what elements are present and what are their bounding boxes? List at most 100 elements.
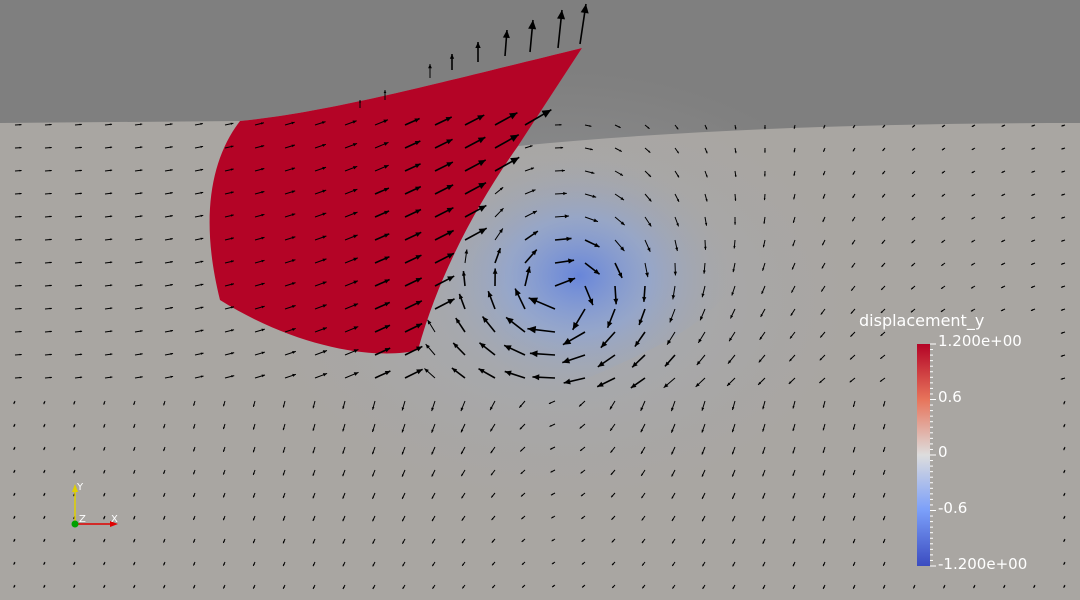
arrow-glyph-icon — [133, 540, 136, 543]
arrow-glyph-icon — [1061, 216, 1064, 219]
arrow-glyph-icon — [478, 368, 485, 374]
arrow-glyph-icon — [446, 207, 454, 213]
arrow-glyph-icon — [911, 264, 914, 267]
arrow-glyph-icon — [581, 562, 585, 565]
arrow-glyph-icon — [702, 496, 704, 499]
arrow-glyph-icon — [852, 172, 855, 175]
arrow-glyph-icon — [792, 451, 795, 454]
arrow-glyph-icon — [79, 376, 83, 379]
arrow-glyph-icon — [591, 171, 595, 174]
arrow-glyph-icon — [322, 350, 327, 354]
arrow-glyph-icon — [193, 586, 196, 589]
arrow-glyph-icon — [372, 541, 375, 544]
arrow-glyph-icon — [611, 495, 614, 498]
arrow-glyph-icon — [282, 427, 285, 431]
arrow-glyph-icon — [424, 368, 429, 373]
arrow-glyph-icon — [415, 232, 422, 237]
arrow-glyph-icon — [521, 494, 524, 497]
arrow-glyph-icon — [672, 563, 675, 566]
arrow-glyph-icon — [253, 404, 255, 407]
arrow-glyph-icon — [1001, 124, 1004, 127]
arrow-glyph-icon — [734, 127, 737, 130]
arrow-glyph-icon — [727, 382, 731, 386]
arrow-glyph-icon — [170, 192, 173, 195]
arrow-glyph-icon — [109, 353, 113, 356]
axis-x-label: X — [111, 514, 118, 525]
arrow-glyph-icon — [230, 168, 234, 171]
colorbar-tick-label: -0.6 — [938, 499, 968, 517]
arrow-glyph-icon — [823, 196, 825, 199]
arrow-glyph-icon — [432, 586, 435, 589]
arrow-glyph-icon — [705, 198, 708, 202]
arrow-glyph-icon — [342, 473, 345, 477]
colorbar-gradient — [917, 344, 930, 566]
arrow-glyph-icon — [431, 429, 434, 433]
arrow-glyph-icon — [79, 284, 83, 287]
arrow-glyph-icon — [1001, 263, 1004, 265]
arrow-glyph-icon — [223, 495, 225, 498]
arrow-glyph-icon — [43, 424, 46, 428]
arrow-glyph-icon — [431, 496, 434, 499]
arrow-glyph-icon — [730, 315, 734, 319]
arrow-glyph-icon — [322, 258, 327, 262]
arrow-glyph-icon — [594, 242, 600, 247]
arrow-glyph-icon — [109, 146, 113, 149]
arrow-glyph-icon — [727, 360, 732, 364]
arrow-glyph-icon — [911, 218, 914, 221]
arrow-glyph-icon — [353, 303, 359, 308]
arrow-glyph-icon — [291, 144, 295, 148]
arrow-glyph-icon — [342, 586, 345, 589]
arrow-glyph-icon — [971, 148, 974, 150]
colorbar-tick-label: 0.6 — [938, 388, 962, 406]
arrow-glyph-icon — [566, 236, 572, 242]
arrow-glyph-icon — [911, 194, 915, 197]
arrow-glyph-icon — [676, 151, 679, 154]
arrow-glyph-icon — [760, 313, 764, 317]
arrow-glyph-icon — [551, 539, 554, 542]
arrow-glyph-icon — [230, 237, 234, 240]
arrow-glyph-icon — [1001, 147, 1004, 150]
arrow-glyph-icon — [762, 541, 765, 544]
arrow-glyph-icon — [762, 428, 765, 432]
arrow-glyph-icon — [762, 451, 765, 454]
arrow-glyph-icon — [970, 309, 974, 312]
arrow-glyph-icon — [223, 517, 225, 521]
arrow-glyph-icon — [732, 269, 735, 273]
arrow-glyph-icon — [696, 360, 701, 366]
arrow-glyph-icon — [1001, 171, 1004, 173]
arrow-glyph-icon — [49, 169, 52, 172]
arrow-glyph-icon — [701, 293, 705, 298]
arrow-glyph-icon — [580, 4, 589, 14]
arrow-glyph-icon — [702, 270, 706, 274]
arrow-glyph-icon — [853, 495, 855, 498]
arrow-glyph-icon — [642, 586, 645, 589]
arrow-glyph-icon — [763, 174, 766, 177]
arrow-glyph-icon — [415, 255, 422, 260]
arrow-glyph-icon — [231, 352, 235, 355]
arrow-glyph-icon — [79, 169, 82, 172]
arrow-glyph-icon — [353, 188, 358, 193]
arrow-glyph-icon — [579, 404, 582, 407]
arrow-glyph-icon — [464, 249, 469, 254]
arrow-glyph-icon — [13, 585, 16, 588]
arrow-glyph-icon — [671, 429, 674, 433]
arrow-glyph-icon — [49, 284, 52, 287]
arrow-glyph-icon — [79, 238, 82, 241]
arrow-glyph-icon — [230, 214, 234, 217]
colorbar-min-label: -1.200e+00 — [938, 555, 1028, 573]
arrow-glyph-icon — [823, 126, 826, 129]
arrow-glyph-icon — [200, 352, 204, 355]
arrow-glyph-icon — [640, 429, 644, 433]
arrow-glyph-icon — [43, 585, 46, 588]
arrow-glyph-icon — [589, 125, 592, 127]
arrow-glyph-icon — [675, 247, 679, 252]
arrow-glyph-icon — [352, 166, 358, 170]
arrow-glyph-icon — [1003, 585, 1006, 589]
arrow-glyph-icon — [291, 121, 295, 125]
arrow-glyph-icon — [223, 540, 225, 543]
arrow-glyph-icon — [823, 541, 825, 544]
arrow-glyph-icon — [762, 474, 765, 477]
arrow-glyph-icon — [322, 212, 327, 216]
arrow-glyph-icon — [529, 350, 538, 358]
